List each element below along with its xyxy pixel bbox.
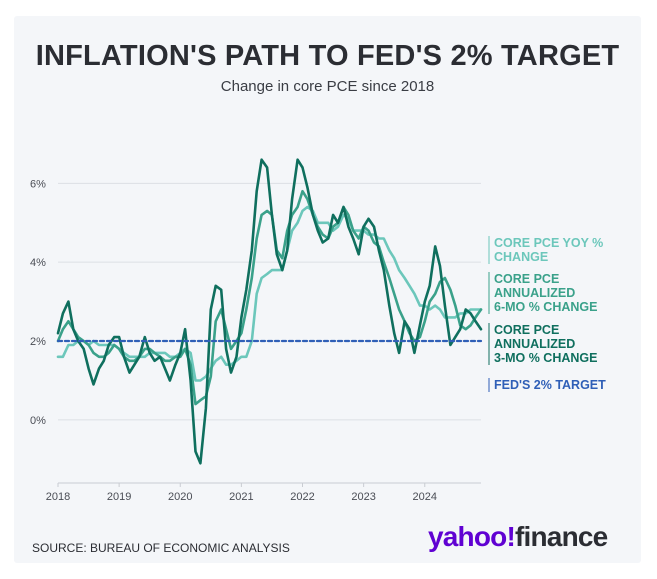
series-label-line: FED'S 2% TARGET — [494, 378, 606, 392]
series-label-line: CORE PCE — [494, 272, 559, 286]
chart-subtitle: Change in core PCE since 2018 — [220, 78, 435, 95]
logo-part-finance: finance — [514, 521, 608, 552]
series-line-yoy — [56, 205, 483, 382]
series-label-line: ANNUALIZED — [494, 337, 575, 351]
series-label-line: CORE PCE YOY % — [494, 236, 603, 250]
series-label-line: CHANGE — [494, 250, 548, 264]
series-label-yoy: CORE PCE YOY %CHANGE — [488, 236, 603, 264]
logo-part-yahoo: yahoo! — [428, 521, 516, 552]
series-line-three-month — [56, 158, 483, 465]
chart-title: INFLATION'S PATH TO FED'S 2% TARGET — [35, 40, 620, 72]
x-tick-label: 2023 — [351, 491, 375, 503]
series-label-line: ANNUALIZED — [494, 286, 575, 300]
x-tick-label: 2018 — [46, 491, 70, 503]
x-tick-label: 2024 — [413, 491, 437, 503]
yahoo-finance-logo: yahoo!finance — [428, 521, 608, 553]
source-note: SOURCE: BUREAU OF ECONOMIC ANALYSIS — [32, 541, 290, 555]
y-tick-label: 4% — [30, 257, 46, 269]
y-tick-label: 0% — [30, 415, 46, 427]
x-tick-label: 2019 — [107, 491, 131, 503]
y-tick-label: 2% — [30, 336, 46, 348]
x-tick-label: 2020 — [168, 491, 192, 503]
y-tick-label: 6% — [30, 178, 46, 190]
y-axis-labels: 0% 2% 4% 6% — [30, 178, 46, 427]
x-tick-label: 2022 — [290, 491, 314, 503]
series-label-line: 3-MO % CHANGE — [494, 351, 597, 365]
chart-card: INFLATION'S PATH TO FED'S 2% TARGET Chan… — [14, 16, 641, 563]
x-axis-labels: 2018 2019 2020 2021 2022 2023 2024 — [46, 482, 481, 503]
series-label-line: CORE PCE — [494, 323, 559, 337]
series-lines — [56, 158, 483, 465]
line-chart: 0% 2% 4% 6% 2018 2019 2020 2021 2022 2023 2024 CO… — [30, 158, 606, 503]
series-label-fed-target: FED'S 2% TARGET — [488, 378, 606, 392]
x-tick-label: 2021 — [229, 491, 253, 503]
series-label-line: 6-MO % CHANGE — [494, 300, 597, 314]
